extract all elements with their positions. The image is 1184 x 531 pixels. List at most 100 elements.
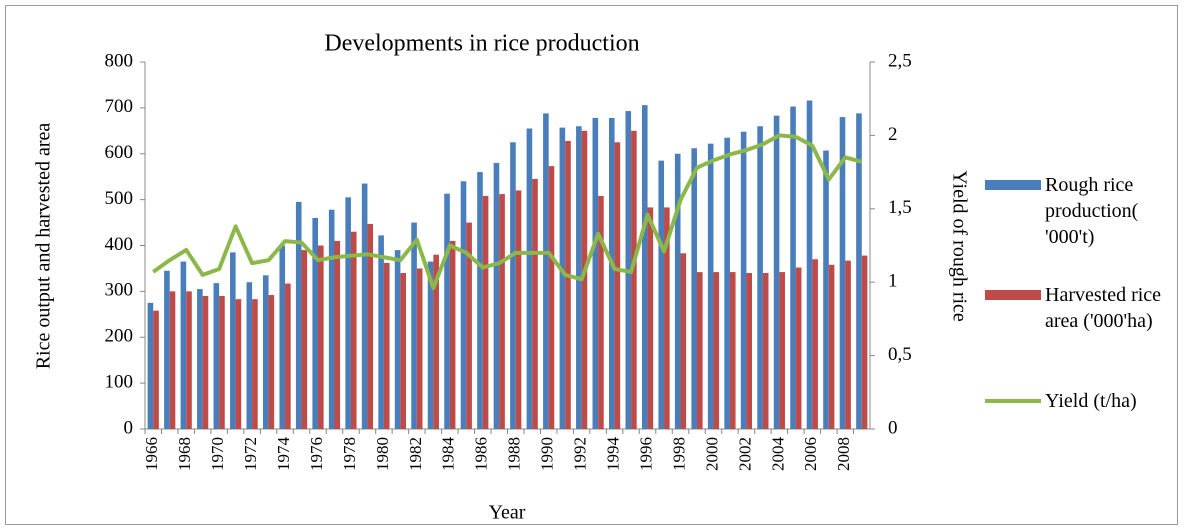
- bar: [449, 240, 456, 429]
- bar: [664, 207, 670, 429]
- bar: [707, 143, 714, 429]
- x-tick-label: 1984: [439, 437, 458, 472]
- x-tick-label: 1970: [208, 437, 227, 471]
- bar: [279, 245, 286, 429]
- x-tick-label: 2004: [768, 437, 787, 472]
- bar: [823, 150, 829, 429]
- y2-tick-label: 2,5: [888, 50, 912, 71]
- bar: [713, 272, 720, 429]
- bar: [164, 270, 170, 429]
- bar: [482, 195, 489, 429]
- bar: [262, 275, 269, 429]
- bar: [169, 291, 176, 429]
- bar: [845, 260, 851, 429]
- bar: [614, 142, 621, 429]
- bar: [246, 282, 253, 429]
- bar: [856, 113, 862, 429]
- bar: [658, 160, 665, 429]
- bar: [301, 250, 308, 429]
- y-tick-label: 200: [105, 326, 134, 347]
- y-tick-label: 400: [105, 234, 134, 255]
- bar: [861, 255, 868, 429]
- bar: [466, 222, 472, 429]
- bar: [812, 259, 818, 429]
- y-tick-label: 100: [105, 371, 134, 392]
- x-tick-label: 2000: [702, 437, 721, 471]
- bar: [510, 142, 516, 429]
- y-tick-label: 300: [105, 280, 134, 301]
- bar: [345, 197, 351, 429]
- bar: [641, 105, 648, 429]
- x-tick-label: 1998: [669, 437, 688, 471]
- line: [152, 133, 863, 291]
- bar: [444, 193, 450, 429]
- x-tick-label: 2006: [801, 437, 820, 471]
- bar: [724, 137, 730, 429]
- bar: [493, 162, 500, 430]
- bar: [762, 273, 769, 429]
- legend-swatch: [985, 180, 1041, 190]
- bar: [565, 140, 571, 429]
- bar: [696, 272, 703, 429]
- bar: [219, 295, 225, 429]
- bar: [806, 100, 813, 429]
- x-tick-label: 1974: [274, 437, 293, 472]
- bar: [186, 291, 192, 429]
- bar: [790, 106, 796, 429]
- x-tick-label: 1966: [142, 437, 161, 471]
- bar: [515, 190, 522, 429]
- bar: [795, 267, 802, 429]
- chart-title: Developments in rice production: [324, 31, 639, 57]
- bar: [543, 113, 549, 429]
- bar: [361, 183, 368, 429]
- x-tick-label: 1976: [307, 437, 326, 471]
- bar: [180, 261, 187, 429]
- bar: [598, 195, 604, 429]
- bar: [268, 295, 275, 429]
- bar: [427, 261, 434, 429]
- bar: [526, 128, 533, 430]
- x-tick-label: 1978: [340, 437, 359, 471]
- legend-swatch: [985, 290, 1041, 300]
- y2-tick-label: 1: [888, 271, 898, 292]
- bar: [213, 283, 220, 429]
- y2-tick-label: 1,5: [888, 197, 912, 218]
- bar: [383, 262, 390, 429]
- bar: [378, 235, 384, 429]
- x-tick-label: 1996: [636, 437, 655, 471]
- bar: [312, 217, 319, 429]
- y2-tick-label: 0,5: [888, 344, 912, 365]
- bar: [295, 201, 302, 429]
- bar: [839, 117, 846, 430]
- bar: [757, 126, 763, 429]
- bar: [285, 283, 291, 429]
- bar: [400, 273, 406, 429]
- bar: [147, 302, 154, 429]
- bar: [235, 299, 242, 429]
- y2-tick-label: 2: [888, 124, 898, 145]
- y-tick-label: 700: [105, 96, 134, 117]
- bar: [350, 231, 357, 429]
- bar: [202, 295, 209, 429]
- bar: [197, 289, 203, 429]
- bar: [367, 223, 374, 429]
- x-tick-label: 1988: [505, 437, 524, 471]
- bar: [828, 264, 835, 429]
- x-tick-label: 1994: [604, 437, 623, 472]
- x-axis-label: Year: [489, 502, 526, 524]
- bar: [532, 178, 538, 429]
- bar: [581, 130, 588, 429]
- bar: [328, 209, 335, 429]
- chart-frame: [5, 5, 1178, 525]
- bar: [773, 115, 780, 429]
- bar: [647, 207, 654, 429]
- bar: [609, 117, 615, 429]
- bar: [499, 194, 505, 429]
- y2-axis-label: Yield of rough rice: [948, 170, 970, 322]
- y-axis-label: Rice output and harvested area: [33, 123, 55, 370]
- bar: [674, 153, 681, 429]
- x-tick-label: 1992: [571, 437, 590, 471]
- y-tick-label: 0: [124, 417, 134, 438]
